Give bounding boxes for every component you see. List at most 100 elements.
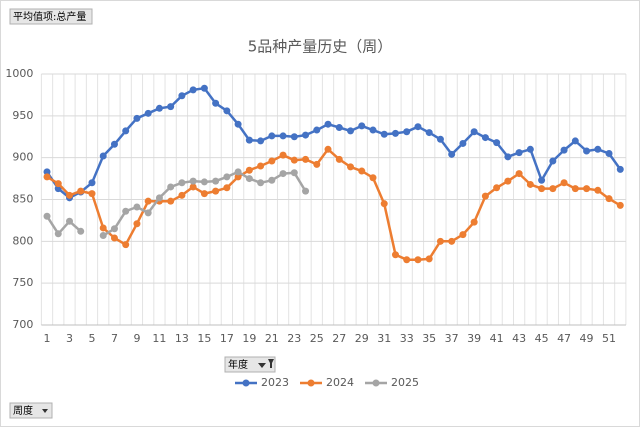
data-point	[178, 191, 186, 199]
data-point	[189, 177, 197, 185]
data-point	[538, 185, 546, 193]
dropdown-icon	[42, 409, 48, 413]
data-point	[122, 241, 130, 249]
legend-label: 2023	[261, 376, 289, 389]
data-point	[110, 225, 118, 233]
data-point	[493, 139, 501, 147]
data-point	[257, 137, 265, 145]
legend-marker	[307, 379, 315, 387]
data-point	[470, 128, 478, 136]
data-point	[290, 133, 298, 141]
data-point	[358, 167, 366, 175]
value-field-button[interactable]	[9, 8, 93, 25]
data-point	[279, 151, 287, 159]
data-point	[234, 168, 242, 176]
x-tick-label: 35	[422, 332, 436, 345]
data-point	[414, 123, 422, 131]
series-line	[45, 215, 82, 236]
data-point	[110, 234, 118, 242]
data-point	[99, 231, 107, 239]
data-point	[470, 218, 478, 226]
data-point	[313, 160, 321, 168]
data-point	[268, 176, 276, 184]
data-point	[99, 152, 107, 160]
data-point	[425, 255, 433, 263]
data-point	[133, 203, 141, 211]
x-tick-label: 41	[490, 332, 504, 345]
data-point	[223, 184, 231, 192]
x-tick-label: 47	[557, 332, 571, 345]
data-point	[290, 169, 298, 177]
filter-icon	[258, 359, 274, 368]
y-tick-label: 950	[12, 109, 33, 122]
x-tick-label: 19	[242, 332, 256, 345]
data-point	[178, 179, 186, 187]
x-tick-label: 3	[66, 332, 73, 345]
data-point	[43, 212, 51, 220]
axis-field-label: 周度	[13, 404, 33, 417]
legend-label: 2024	[326, 376, 354, 389]
axis-field-button[interactable]	[9, 402, 53, 419]
legend-marker	[372, 379, 380, 387]
data-point	[99, 224, 107, 232]
y-tick-label: 800	[12, 234, 33, 247]
data-point	[583, 147, 591, 155]
data-point	[335, 124, 343, 132]
x-tick-label: 13	[175, 332, 189, 345]
data-point	[459, 231, 467, 239]
y-tick-label: 1000	[5, 67, 33, 80]
data-point	[122, 127, 130, 135]
data-point	[43, 173, 51, 181]
chart-title: 5品种产量历史（周）	[248, 38, 393, 56]
x-tick-label: 7	[111, 332, 118, 345]
data-point	[335, 155, 343, 163]
x-tick-label: 11	[152, 332, 166, 345]
series-line	[46, 148, 621, 261]
data-point	[549, 185, 557, 193]
data-point	[133, 220, 141, 228]
x-tick-label: 17	[220, 332, 234, 345]
data-point	[549, 157, 557, 165]
x-tick-label: 43	[512, 332, 526, 345]
data-point	[403, 256, 411, 264]
data-point	[133, 114, 141, 122]
data-point	[144, 109, 152, 117]
x-tick-label: 21	[265, 332, 279, 345]
data-point	[616, 165, 624, 173]
data-point	[257, 162, 265, 170]
data-point	[616, 201, 624, 209]
legend-field-button[interactable]	[224, 356, 276, 373]
data-point	[605, 195, 613, 203]
data-point	[223, 107, 231, 115]
data-point	[212, 187, 220, 195]
x-tick-label: 1	[44, 332, 51, 345]
x-tick-label: 5	[88, 332, 95, 345]
data-point	[189, 86, 197, 94]
data-point	[538, 176, 546, 184]
data-point	[223, 173, 231, 181]
data-point	[560, 146, 568, 154]
x-tick-label: 33	[400, 332, 414, 345]
data-point	[448, 237, 456, 245]
data-point	[425, 129, 433, 137]
data-point	[122, 207, 130, 215]
data-point	[560, 179, 568, 187]
value-field-label: 平均值项:总产量	[13, 10, 86, 23]
data-point	[167, 197, 175, 205]
data-point	[167, 183, 175, 191]
data-point	[504, 177, 512, 185]
data-point	[88, 190, 96, 198]
x-tick-label: 9	[133, 332, 140, 345]
x-tick-label: 25	[310, 332, 324, 345]
x-tick-label: 45	[535, 332, 549, 345]
x-tick-label: 27	[332, 332, 346, 345]
data-point	[268, 157, 276, 165]
data-point	[324, 120, 332, 128]
data-point	[245, 175, 253, 183]
data-point	[459, 139, 467, 147]
data-point	[279, 132, 287, 140]
data-point	[302, 131, 310, 139]
x-tick-label: 51	[602, 332, 616, 345]
data-point	[571, 137, 579, 145]
data-point	[526, 180, 534, 188]
